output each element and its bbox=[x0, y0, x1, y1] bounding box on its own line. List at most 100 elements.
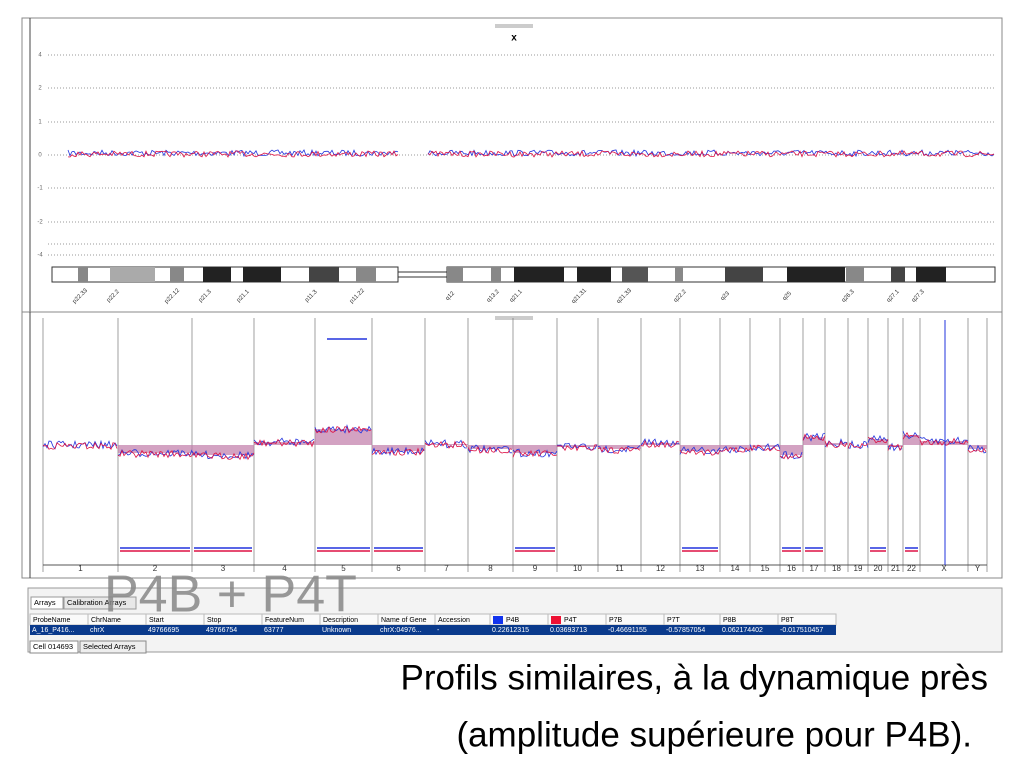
tab-label: Arrays bbox=[34, 598, 56, 607]
chromosome-label: 1 bbox=[78, 564, 83, 573]
chromosome-label: 12 bbox=[656, 564, 665, 573]
profile-line bbox=[191, 450, 255, 460]
ideogram-band bbox=[78, 267, 88, 282]
ideogram-band bbox=[675, 267, 683, 282]
table-cell: 0.062174402 bbox=[722, 627, 763, 634]
chromosome-label: 13 bbox=[696, 564, 705, 573]
chromosome-label: 19 bbox=[854, 564, 863, 573]
profile-line bbox=[967, 447, 987, 453]
y-label: 1 bbox=[38, 120, 42, 126]
chromosome-panel bbox=[21, 17, 1003, 317]
segment-fill bbox=[888, 445, 903, 447]
profile-line bbox=[556, 444, 598, 452]
chromosome-label: 6 bbox=[396, 564, 401, 573]
profile-line bbox=[749, 443, 781, 451]
profile-line bbox=[512, 448, 558, 458]
chromosome-label: 2 bbox=[153, 564, 158, 573]
ideogram-band bbox=[577, 267, 611, 282]
y-label: 2 bbox=[38, 86, 42, 92]
profile-line bbox=[117, 449, 193, 459]
profile-line bbox=[679, 446, 721, 455]
ideogram-band bbox=[110, 267, 155, 282]
chromosome-label: 21 bbox=[891, 564, 900, 573]
profile-line bbox=[779, 451, 803, 460]
table-cell: 49766754 bbox=[206, 627, 237, 634]
profile-line bbox=[919, 437, 969, 446]
profile-line bbox=[867, 436, 889, 444]
ideogram-band bbox=[622, 267, 648, 282]
tab[interactable] bbox=[29, 640, 79, 654]
profile-line bbox=[847, 439, 869, 450]
profile-line bbox=[427, 149, 995, 158]
y-label: -2 bbox=[37, 220, 43, 226]
header-label: Start bbox=[149, 617, 164, 624]
profile-line bbox=[314, 424, 372, 434]
profile-line bbox=[597, 446, 641, 454]
ideogram-band bbox=[725, 267, 763, 282]
y-label: 0 bbox=[38, 153, 42, 159]
chromosome-label: X bbox=[941, 564, 947, 573]
table-cell: -0.57857054 bbox=[666, 627, 705, 634]
band-label: q12 bbox=[445, 290, 457, 302]
segment-fill bbox=[825, 443, 848, 445]
segment-fill bbox=[468, 445, 513, 449]
chromosome-label: Y bbox=[975, 564, 981, 573]
profile-line bbox=[467, 446, 513, 454]
chromosome-label: 11 bbox=[615, 564, 624, 573]
header-label: P7T bbox=[667, 617, 681, 624]
chromosome-label: 16 bbox=[787, 564, 796, 573]
ideogram-band bbox=[787, 267, 845, 282]
segment-fill bbox=[680, 445, 720, 451]
chromosome-label: 9 bbox=[533, 564, 538, 573]
table-cell: chrX bbox=[90, 627, 105, 634]
segment-fill bbox=[192, 445, 254, 455]
tab-label: Cell 014693 bbox=[33, 642, 73, 651]
ideogram-band bbox=[203, 267, 231, 282]
ideogram-band bbox=[891, 267, 905, 282]
segment-fill bbox=[750, 445, 780, 447]
profile-line bbox=[847, 442, 869, 449]
profile-line bbox=[371, 446, 425, 457]
profile-line bbox=[67, 150, 399, 158]
table-cell: 0.22612315 bbox=[492, 627, 529, 634]
table-cell: Unknown bbox=[322, 627, 351, 634]
table-row[interactable] bbox=[30, 625, 836, 635]
header-label: Accession bbox=[438, 617, 470, 624]
header-label: P8T bbox=[781, 617, 795, 624]
tab-label: Selected Arrays bbox=[83, 642, 136, 651]
tab[interactable] bbox=[79, 640, 147, 654]
y-label: 4 bbox=[38, 53, 42, 59]
header-label: FeatureNum bbox=[265, 617, 304, 624]
chromosome-label: 8 bbox=[488, 564, 493, 573]
profile-line bbox=[640, 439, 680, 449]
series-swatch bbox=[551, 616, 561, 624]
ideogram-band bbox=[243, 267, 281, 282]
segment-fill bbox=[315, 429, 372, 445]
profile-line bbox=[824, 440, 848, 448]
profile-line bbox=[253, 437, 315, 447]
ideogram-band bbox=[491, 267, 501, 282]
segment-fill bbox=[803, 437, 825, 445]
tab[interactable] bbox=[63, 596, 137, 610]
chromosome-label: 18 bbox=[832, 564, 841, 573]
profile-line bbox=[902, 431, 920, 440]
chromosome-title: x bbox=[511, 33, 517, 44]
profile-line bbox=[867, 434, 889, 443]
profile-line bbox=[117, 449, 193, 458]
table-cell: -0.46691155 bbox=[608, 627, 647, 634]
ideogram-band bbox=[356, 267, 376, 282]
chromosome-label: 4 bbox=[282, 564, 287, 573]
profile-line bbox=[427, 148, 995, 158]
profile-line bbox=[749, 444, 781, 452]
header-label: P4T bbox=[564, 617, 578, 624]
profile-line bbox=[719, 446, 751, 453]
chromosome-label: 14 bbox=[731, 564, 740, 573]
profile-line bbox=[640, 438, 680, 447]
chromosome-label: 5 bbox=[341, 564, 346, 573]
series-swatch bbox=[493, 616, 503, 624]
tab[interactable] bbox=[30, 596, 64, 610]
chromosome-label: 15 bbox=[761, 564, 770, 573]
band-label: q23 bbox=[720, 290, 732, 302]
header-label: Stop bbox=[207, 617, 222, 624]
